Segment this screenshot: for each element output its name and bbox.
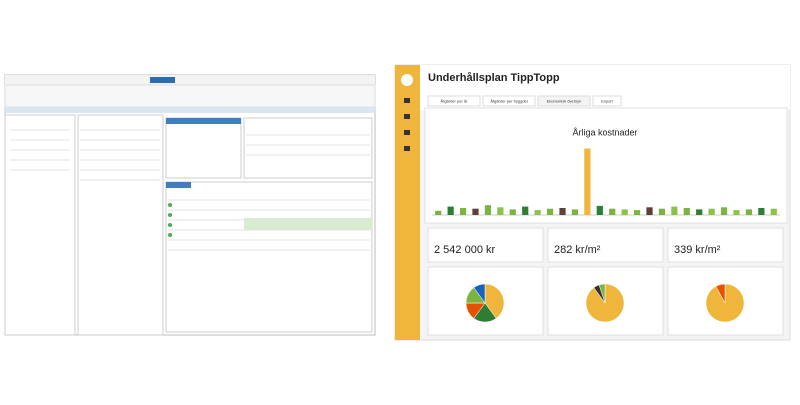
bar xyxy=(484,205,492,215)
bar xyxy=(522,206,529,215)
pie-slice xyxy=(715,283,726,304)
chart-card xyxy=(424,107,788,224)
ribbon-tab xyxy=(150,77,175,83)
bar xyxy=(509,209,516,215)
tab[interactable] xyxy=(592,95,622,107)
bar xyxy=(472,208,479,215)
bar xyxy=(559,208,566,215)
kpi-value: 339 kr/m² xyxy=(674,244,721,256)
bar xyxy=(459,208,467,215)
tab-label[interactable]: Åtgärder per byggdel xyxy=(490,99,527,104)
bar xyxy=(720,207,728,215)
panel-header xyxy=(166,182,191,188)
kpi-card xyxy=(667,227,784,263)
tab[interactable] xyxy=(427,95,481,107)
left-app xyxy=(4,74,376,336)
bar xyxy=(534,210,541,215)
app-title: Underhållsplan TippTopp xyxy=(428,72,560,84)
bar xyxy=(708,208,715,215)
tab-label[interactable]: Export xyxy=(601,99,613,104)
ribbon xyxy=(4,84,376,108)
pie-slice xyxy=(484,283,505,319)
highlight-row xyxy=(244,218,372,230)
bar xyxy=(497,207,504,215)
panel-header xyxy=(166,118,241,124)
bar xyxy=(733,210,740,215)
list-panel xyxy=(77,114,164,336)
tab[interactable] xyxy=(537,95,591,107)
bar xyxy=(584,148,591,215)
bar xyxy=(646,207,653,215)
tab[interactable] xyxy=(482,95,536,107)
bar xyxy=(671,206,678,215)
bar xyxy=(758,208,765,215)
title-bar xyxy=(5,75,375,85)
detail-panel xyxy=(165,117,242,179)
grid-panel xyxy=(243,117,373,179)
pie-slice xyxy=(598,283,606,304)
schedule-panel xyxy=(165,181,373,333)
kpi-card xyxy=(547,227,664,263)
pie-slice xyxy=(473,283,486,304)
nav-icons[interactable] xyxy=(404,98,410,151)
bar xyxy=(546,208,554,215)
bar xyxy=(596,205,603,215)
sidebar xyxy=(395,65,420,340)
bar xyxy=(770,208,777,215)
chart-title: Årliga kostnader xyxy=(572,127,637,137)
toolbar xyxy=(5,107,375,113)
logo xyxy=(401,74,413,86)
bar xyxy=(658,208,666,215)
tab-label[interactable]: Ekonomisk översyn xyxy=(547,99,582,104)
bar xyxy=(633,210,641,215)
tab-label[interactable]: Åtgärder per år xyxy=(441,99,469,104)
bar xyxy=(609,208,616,215)
bar xyxy=(447,206,454,215)
kpi-card xyxy=(427,227,544,263)
bar xyxy=(696,209,703,215)
bar xyxy=(571,209,579,215)
kpi-value: 282 kr/m² xyxy=(554,244,601,256)
bar xyxy=(683,208,690,215)
bar xyxy=(435,210,442,215)
status-dots xyxy=(168,203,172,237)
bar xyxy=(621,209,628,215)
tree-panel xyxy=(4,114,76,336)
bar xyxy=(745,209,753,215)
kpi-value: 2 542 000 kr xyxy=(434,244,495,256)
grid-lines xyxy=(10,129,370,251)
